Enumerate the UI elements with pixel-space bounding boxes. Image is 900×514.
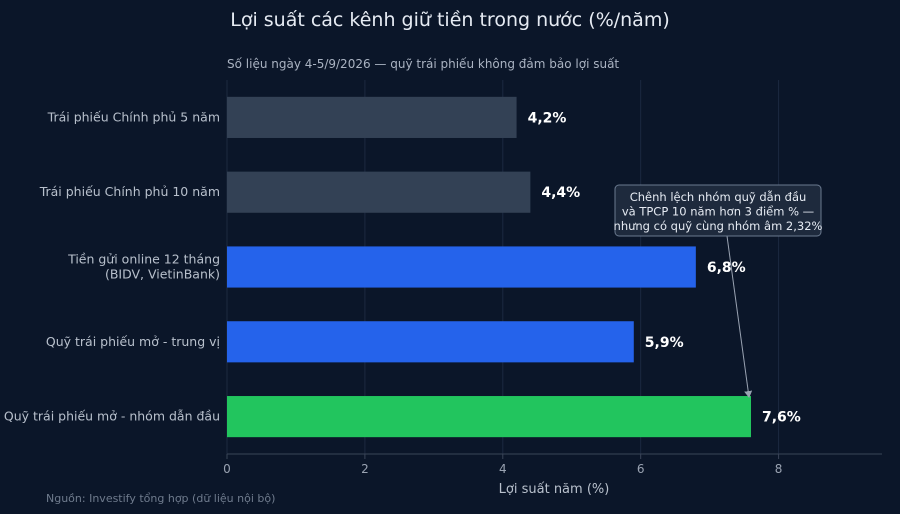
bar [227, 321, 634, 363]
chart-subtitle: Số liệu ngày 4-5/9/2026 — quỹ trái phiếu… [227, 57, 619, 71]
x-tick-label: 6 [637, 462, 645, 476]
category-label: Quỹ trái phiếu mở - trung vị [46, 334, 220, 349]
value-labels: 4,2% 4,4% 6,8% 5,9% 7,6% [528, 110, 801, 425]
value-label: 7,6% [762, 410, 801, 426]
value-label: 4,2% [528, 110, 567, 126]
x-tick-label: 0 [223, 462, 231, 476]
category-label: (BIDV, VietinBank) [105, 267, 220, 282]
category-label: Quỹ trái phiếu mở - nhóm dẫn đầu [4, 409, 220, 424]
annotation-line: Chênh lệch nhóm quỹ dẫn đầu [630, 190, 807, 204]
annotation-arrow [726, 235, 753, 399]
annotation-box [614, 184, 822, 237]
bars [227, 96, 751, 438]
annotation-line: và TPCP 10 năm hơn 3 điểm % — [622, 205, 814, 219]
value-label: 4,4% [541, 185, 580, 201]
bar [227, 246, 696, 288]
category-label: Tiền gửi online 12 tháng [67, 252, 220, 267]
bar [227, 96, 517, 138]
x-tick-label: 4 [499, 462, 507, 476]
value-label: 6,8% [707, 260, 746, 276]
value-label: 5,9% [645, 335, 684, 351]
bar [227, 396, 751, 438]
annotation-line: nhưng có quỹ cùng nhóm âm 2,32% [614, 219, 823, 233]
x-axis-title: Lợi suất năm (%) [499, 482, 610, 497]
category-label: Trái phiếu Chính phủ 10 năm [39, 184, 220, 199]
chart-title: Lợi suất các kênh giữ tiền trong nước (%… [230, 9, 670, 31]
x-tick-label: 8 [775, 462, 783, 476]
source-note: Nguồn: Investify tổng hợp (dữ liệu nội b… [46, 492, 275, 505]
bar [227, 171, 531, 213]
category-label: Trái phiếu Chính phủ 5 năm [47, 109, 220, 124]
x-ticks: 0 2 4 6 8 [223, 454, 782, 476]
category-labels: Trái phiếu Chính phủ 5 năm Trái phiếu Chí… [4, 109, 220, 423]
x-tick-label: 2 [361, 462, 369, 476]
